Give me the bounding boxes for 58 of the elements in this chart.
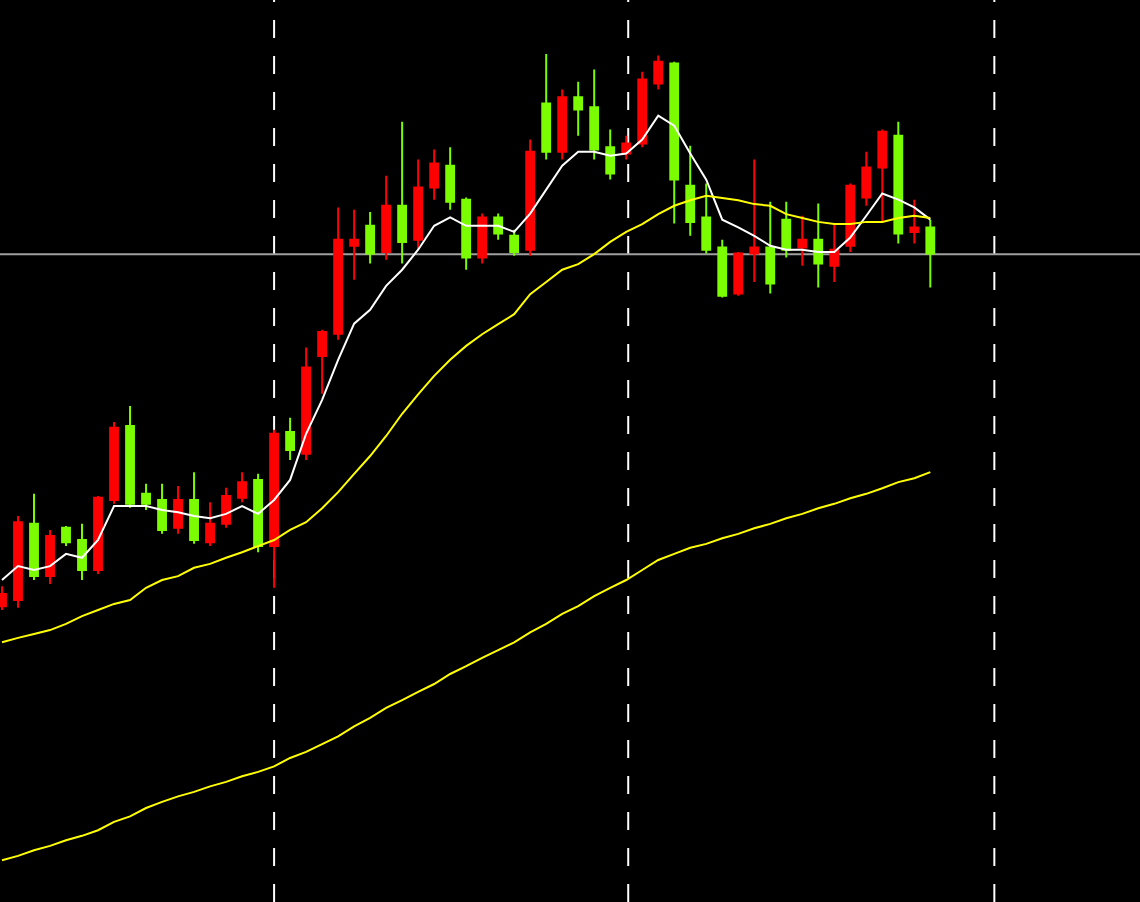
candlestick [541,52,552,161]
candlestick [301,346,312,461]
candlestick [141,482,151,511]
candlestick [173,485,183,535]
candlestick [829,222,840,283]
candlestick [909,198,920,245]
candlestick [189,471,199,545]
candlestick [317,328,328,395]
candlestick [749,158,760,283]
candlestick [93,495,103,575]
candlestick [445,146,456,211]
candlestick [893,120,904,245]
candlestick [77,522,87,582]
candlestick [381,174,392,261]
candlestick [861,150,872,207]
candlestick [589,68,600,161]
candlestick [29,492,39,582]
candlestick [397,120,408,265]
candlestick [429,148,440,201]
candlestick [285,416,296,461]
candlestick [557,88,568,161]
candlestick [877,128,888,223]
candlestick [653,54,664,91]
candlestick [669,60,680,225]
candlestick [781,200,792,259]
candlestick [925,218,936,289]
candlestick [205,501,215,548]
candlestick [13,515,23,609]
candlestick [109,421,119,505]
candlestick [797,214,808,267]
candlestick [221,486,231,529]
candlestick [717,238,728,299]
candlestick [61,525,71,548]
candlestick [845,182,856,253]
candlestick [461,196,472,271]
candlestick [253,472,264,554]
candlestick [605,128,616,181]
candlestick [573,80,584,137]
candlestick [493,212,504,241]
candlestick [525,138,536,257]
candlestick [157,482,167,535]
candlestick [413,158,424,251]
candlestick [477,212,488,265]
candlestick [125,404,135,509]
candlestick [509,228,520,257]
candlestick [333,206,344,341]
candlestick [45,528,55,585]
candlestick [621,134,632,161]
candlestick [701,182,712,255]
candlestick [765,200,776,295]
candlestick [349,208,360,281]
candlestick [365,210,376,265]
candlestick [237,471,247,504]
candlestick [269,428,280,589]
candlestick [637,70,648,149]
candlestick [733,250,744,297]
candlestick [813,202,824,289]
candlestick [685,144,696,237]
